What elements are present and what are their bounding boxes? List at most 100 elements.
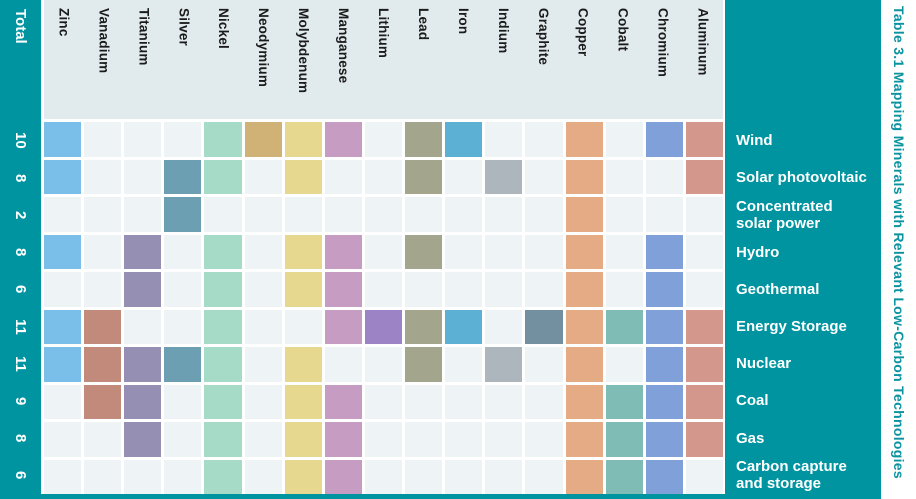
matrix-cell bbox=[44, 459, 82, 494]
mineral-header-label: Nickel bbox=[216, 8, 232, 49]
matrix-cell bbox=[204, 347, 242, 382]
matrix-cell bbox=[204, 459, 242, 494]
matrix-cell bbox=[525, 159, 563, 194]
matrix-cell bbox=[204, 272, 242, 307]
matrix-cell bbox=[84, 197, 122, 232]
matrix-cell bbox=[324, 384, 362, 419]
matrix-cell bbox=[244, 422, 282, 457]
matrix-cell bbox=[685, 384, 723, 419]
matrix-cell bbox=[565, 122, 603, 157]
matrix-cell bbox=[405, 459, 443, 494]
matrix-cell bbox=[525, 384, 563, 419]
matrix-cell bbox=[124, 159, 162, 194]
matrix-cell bbox=[84, 422, 122, 457]
matrix-cell bbox=[685, 197, 723, 232]
mineral-header-label: Lead bbox=[415, 8, 431, 41]
matrix-cell bbox=[324, 272, 362, 307]
matrix-cell bbox=[44, 197, 82, 232]
matrix-cell bbox=[364, 272, 403, 307]
total-value: 11 bbox=[0, 345, 41, 382]
matrix-cell bbox=[164, 197, 202, 232]
technology-label: Nuclear bbox=[736, 355, 792, 373]
mineral-header: Neodymium bbox=[244, 0, 284, 119]
total-value: 6 bbox=[0, 457, 41, 494]
table-title-text: Table 3.1 Mapping Minerals with Relevant… bbox=[891, 6, 907, 479]
matrix-cell bbox=[645, 384, 683, 419]
matrix-cell bbox=[284, 197, 322, 232]
technology-label: Solar photovoltaic bbox=[736, 169, 867, 187]
matrix-cell bbox=[605, 159, 643, 194]
matrix-cell bbox=[164, 234, 202, 269]
mineral-header: Copper bbox=[563, 0, 603, 119]
mineral-header-label: Chromium bbox=[655, 8, 671, 78]
matrix-cell bbox=[685, 234, 723, 269]
total-value: 6 bbox=[0, 271, 41, 308]
matrix-cell bbox=[405, 272, 443, 307]
matrix-cell bbox=[525, 309, 563, 344]
matrix-cell bbox=[485, 384, 523, 419]
matrix-cell bbox=[44, 159, 82, 194]
matrix-cell bbox=[84, 159, 122, 194]
matrix-cell bbox=[645, 122, 683, 157]
matrix-cell bbox=[405, 384, 443, 419]
matrix-cell bbox=[485, 159, 523, 194]
matrix-cell bbox=[445, 384, 483, 419]
matrix-cell bbox=[445, 197, 483, 232]
total-value-label: 6 bbox=[12, 285, 29, 294]
matrix-cell bbox=[565, 347, 603, 382]
matrix-cell bbox=[324, 347, 362, 382]
mineral-header: Graphite bbox=[523, 0, 563, 119]
matrix-cell bbox=[364, 159, 403, 194]
matrix-cell bbox=[324, 422, 362, 457]
matrix-cell bbox=[164, 159, 202, 194]
mineral-header-label: Silver bbox=[176, 8, 192, 46]
matrix-cell bbox=[525, 347, 563, 382]
matrix-cell bbox=[124, 234, 162, 269]
matrix-cell bbox=[244, 159, 282, 194]
matrix-cell bbox=[405, 309, 443, 344]
total-value-label: 8 bbox=[12, 248, 29, 257]
mineral-header-label: Aluminum bbox=[695, 8, 711, 76]
matrix-cell bbox=[685, 422, 723, 457]
matrix-cell bbox=[124, 122, 162, 157]
matrix-cell bbox=[485, 272, 523, 307]
matrix-cell bbox=[445, 234, 483, 269]
matrix-cell bbox=[324, 459, 362, 494]
matrix-cell bbox=[405, 347, 443, 382]
matrix-cell bbox=[405, 234, 443, 269]
matrix-cell bbox=[565, 309, 603, 344]
matrix-cell bbox=[284, 459, 322, 494]
matrix-cell bbox=[445, 347, 483, 382]
mineral-technology-matrix bbox=[44, 122, 723, 494]
mineral-header: Zinc bbox=[44, 0, 84, 119]
total-value-label: 10 bbox=[12, 132, 29, 149]
matrix-cell bbox=[485, 422, 523, 457]
matrix-cell bbox=[364, 309, 403, 344]
matrix-cell bbox=[44, 234, 82, 269]
mineral-header: Lithium bbox=[364, 0, 404, 119]
total-value: 8 bbox=[0, 159, 41, 196]
matrix-cell bbox=[605, 384, 643, 419]
mineral-header: Manganese bbox=[324, 0, 364, 119]
matrix-cell bbox=[445, 459, 483, 494]
matrix-cell bbox=[164, 272, 202, 307]
matrix-cell bbox=[84, 234, 122, 269]
matrix-cell bbox=[204, 122, 242, 157]
matrix-cell bbox=[565, 422, 603, 457]
matrix-cell bbox=[685, 122, 723, 157]
total-value-label: 11 bbox=[12, 318, 29, 335]
matrix-cell bbox=[685, 272, 723, 307]
total-value-label: 6 bbox=[12, 471, 29, 480]
total-value-label: 8 bbox=[12, 173, 29, 182]
mineral-header-label: Molybdenum bbox=[296, 8, 312, 94]
mineral-header-label: Indium bbox=[495, 8, 511, 54]
totals-list: 10 8 2 8 6 11 11 9 8 6 bbox=[0, 122, 41, 494]
matrix-cell bbox=[525, 234, 563, 269]
matrix-cell bbox=[605, 234, 643, 269]
mineral-header-band bbox=[44, 0, 723, 119]
totals-band bbox=[0, 0, 41, 499]
matrix-cell bbox=[204, 309, 242, 344]
matrix-cell bbox=[324, 309, 362, 344]
matrix-cell bbox=[244, 122, 282, 157]
matrix-cell bbox=[284, 347, 322, 382]
